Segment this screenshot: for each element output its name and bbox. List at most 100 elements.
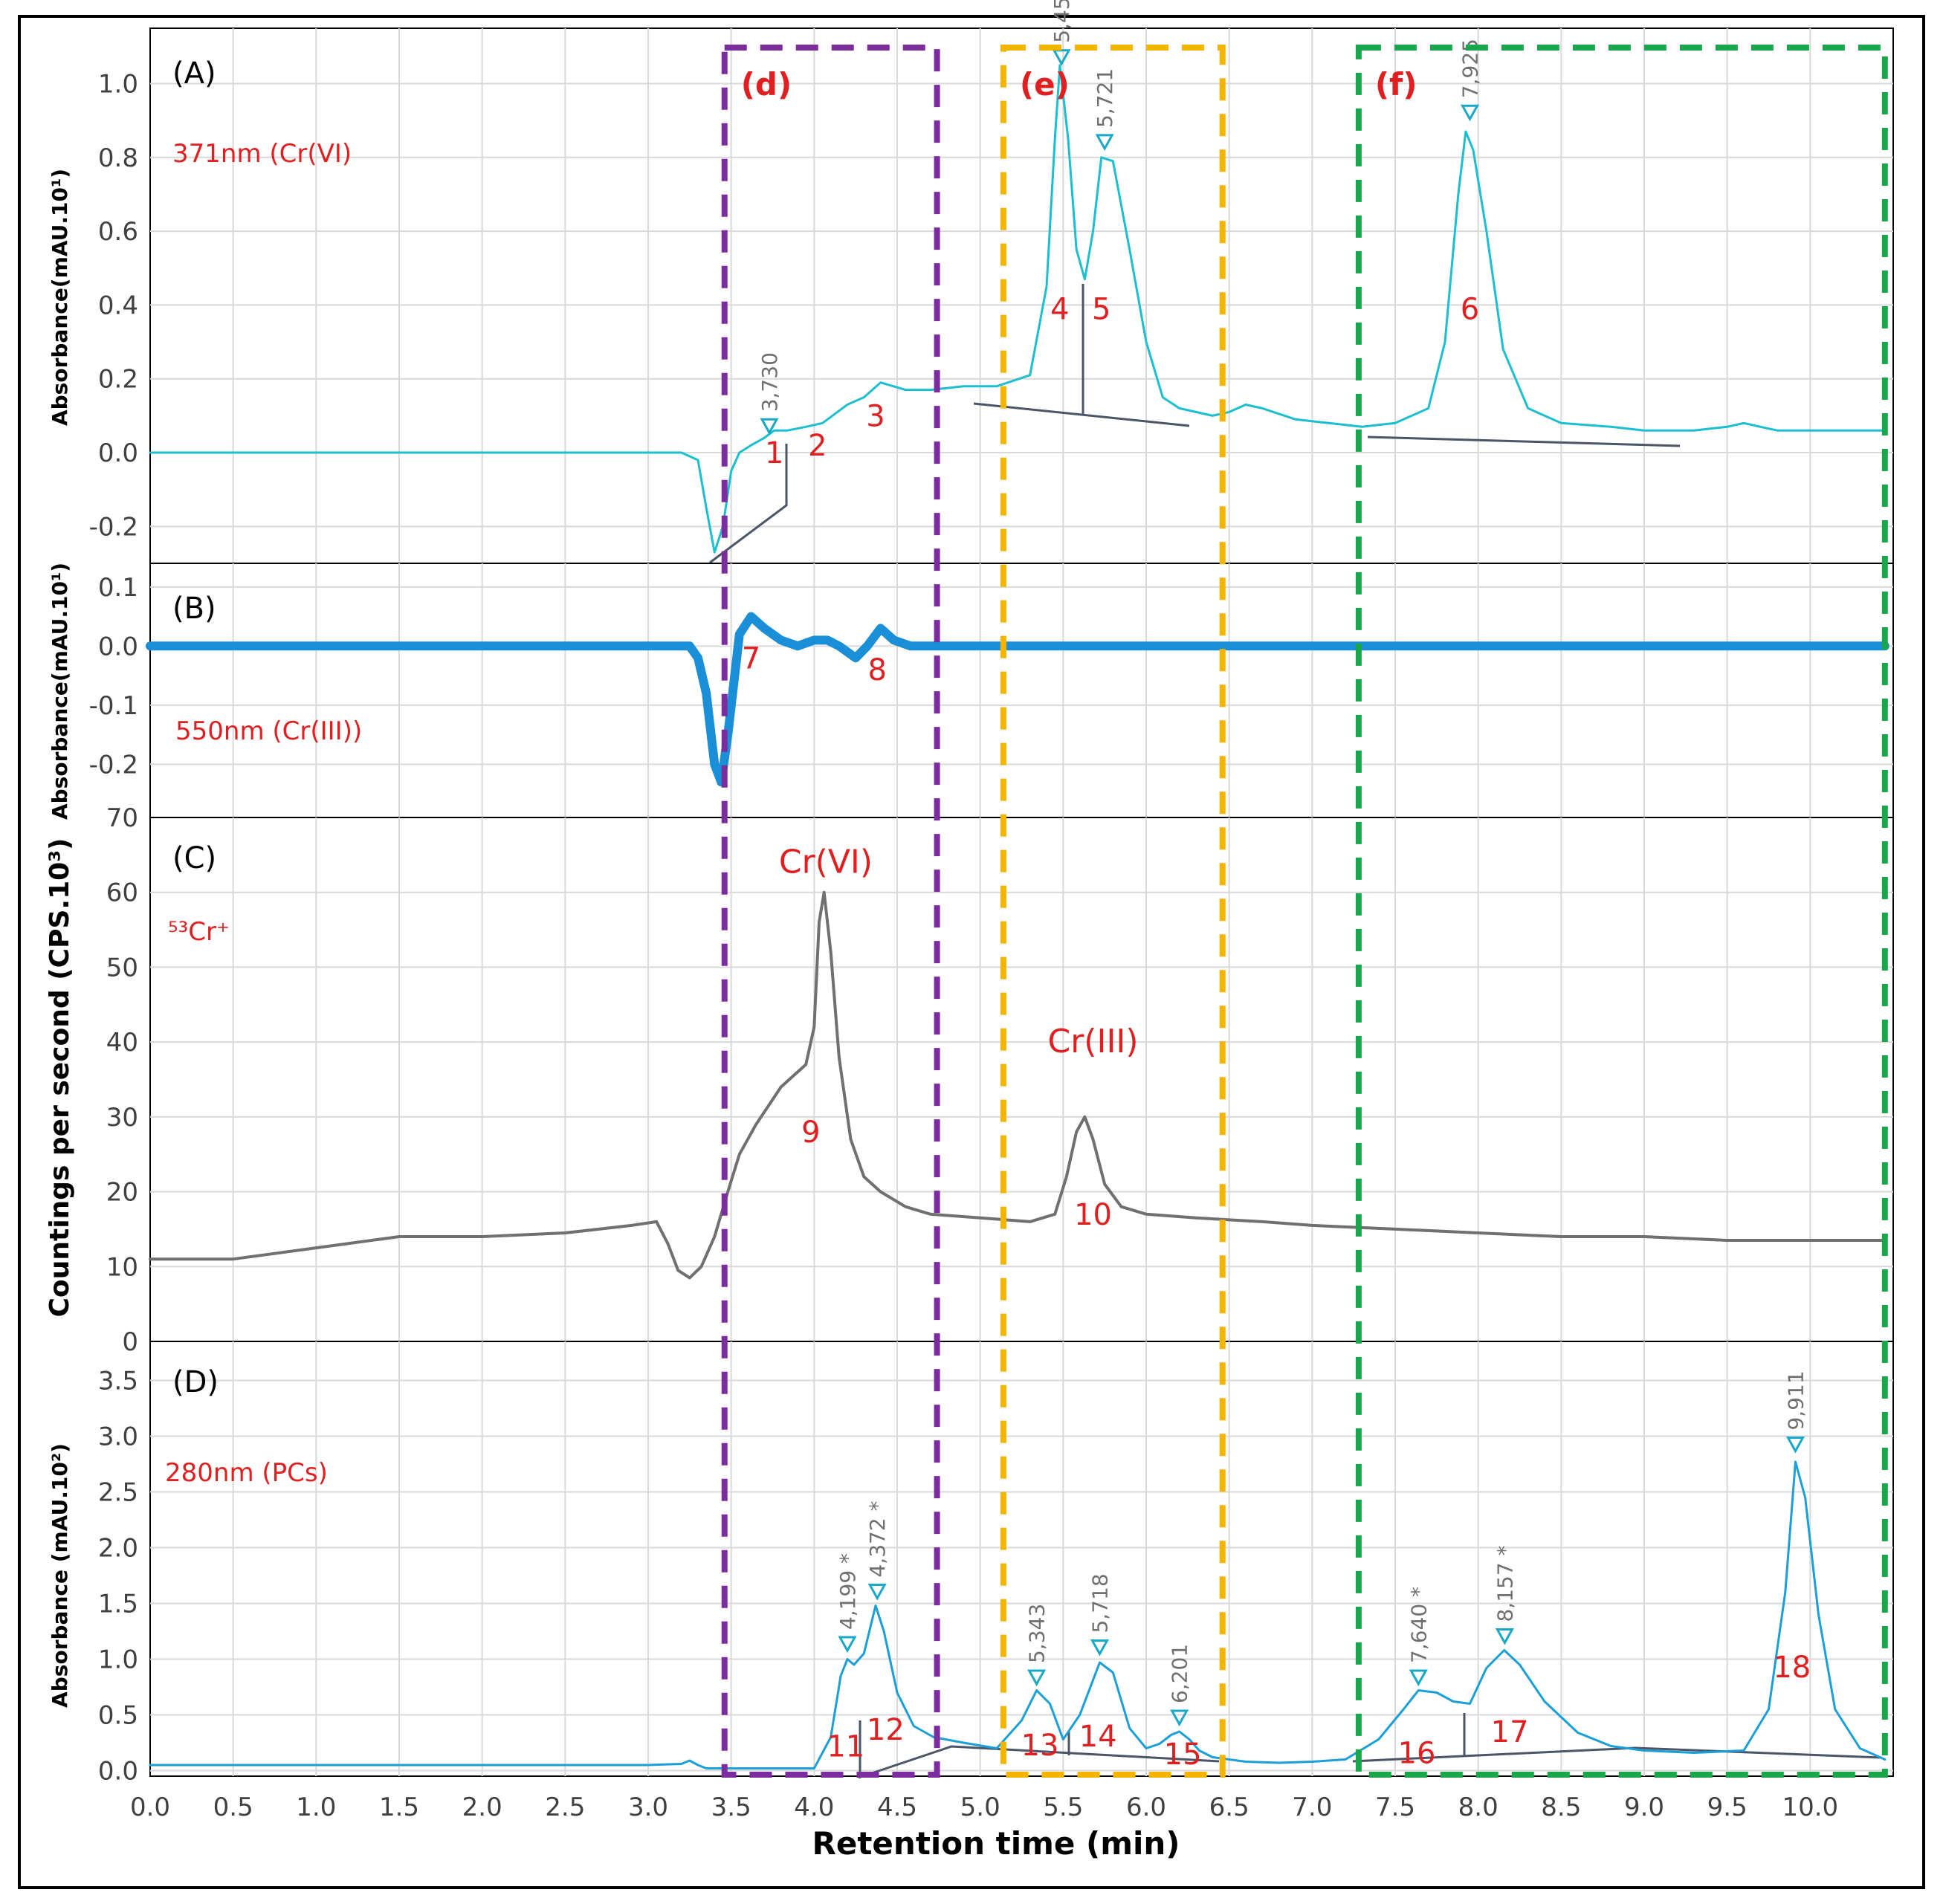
x-tick-label: 0.0 — [130, 1793, 170, 1822]
x-tick-label: 6.0 — [1126, 1793, 1166, 1822]
peak-number-label: 2 — [808, 429, 827, 463]
baseline-a4 — [1367, 435, 1681, 447]
baseline-a1 — [709, 444, 788, 564]
retention-time-label: 4,372 * — [865, 1500, 890, 1577]
panel-a-letter: (A) — [172, 56, 216, 91]
x-tick-label: 3.5 — [711, 1793, 751, 1822]
x-tick-label: 0.5 — [213, 1793, 253, 1822]
panel-c-isotope-note: ⁵³Cr⁺ — [168, 917, 230, 947]
peak-number-label: 6 — [1461, 292, 1479, 326]
highlight-region-box — [721, 45, 940, 1778]
panel-d-ylabel: Absorbance (mAU.10²) — [48, 1443, 72, 1708]
peak-number-label: 14 — [1079, 1720, 1117, 1754]
panel-c-border — [149, 817, 1894, 1342]
peak-number-label: 1 — [765, 436, 783, 470]
y-tick-label: 0.0 — [98, 632, 138, 661]
baseline-d1 — [858, 1745, 1220, 1779]
y-tick-label: 2.5 — [98, 1478, 138, 1508]
peak-marker-triangle — [867, 1584, 887, 1601]
peak-marker-triangle — [1785, 1437, 1805, 1454]
peak-number-label: 5 — [1092, 292, 1110, 326]
peak-marker-triangle — [1095, 134, 1114, 152]
highlight-region-label: (e) — [1020, 66, 1070, 103]
panel-d-border — [149, 1341, 1894, 1777]
x-tick-label: 2.5 — [545, 1793, 585, 1822]
y-tick-label: 0 — [122, 1327, 138, 1357]
y-tick-label: 1.0 — [98, 1645, 138, 1675]
retention-time-label: 8,157 * — [1493, 1545, 1517, 1622]
panel-d-integration-baselines — [858, 1713, 1881, 1779]
x-tick-label: 7.0 — [1292, 1793, 1332, 1822]
x-tick-label: 9.5 — [1707, 1793, 1748, 1822]
retention-time-label: 9,911 — [1783, 1370, 1808, 1430]
figure-frame — [18, 15, 1925, 1889]
panel-d-trace — [149, 1460, 1887, 1769]
y-tick-label: 0.8 — [98, 143, 138, 173]
peak-marker-triangle — [760, 418, 779, 435]
x-tick-label: 4.0 — [794, 1793, 834, 1822]
y-tick-label: 0.0 — [98, 1757, 138, 1787]
peak-number-label: 3 — [866, 399, 885, 433]
y-tick-label: 0.6 — [98, 217, 138, 247]
y-tick-label: 0.5 — [98, 1701, 138, 1731]
peak-number-label: 11 — [827, 1730, 864, 1764]
baseline-d4 — [1352, 1746, 1881, 1763]
highlight-region-box — [1355, 45, 1888, 1778]
retention-time-label: 5,453 — [1050, 0, 1074, 43]
panel-b-ylabel: Absorbance(mAU.10¹) — [48, 563, 72, 820]
highlight-region-label: (d) — [741, 66, 792, 103]
y-tick-label: 60 — [106, 878, 138, 908]
retention-time-label: 7,640 * — [1406, 1587, 1431, 1663]
panel-b-trace — [146, 612, 1889, 787]
retention-time-label: 5,343 — [1025, 1604, 1050, 1663]
peak-number-label: 16 — [1398, 1737, 1436, 1771]
y-tick-label: 0.0 — [98, 438, 138, 468]
panel-b-wavelength-note: 550nm (Cr(III)) — [175, 716, 362, 746]
x-tick-label: 8.5 — [1541, 1793, 1581, 1822]
peak-marker-triangle — [1460, 104, 1480, 122]
panel-a-ylabel: Absorbance(mAU.10¹) — [48, 169, 72, 426]
x-tick-label: 7.5 — [1375, 1793, 1415, 1822]
panel-b-letter: (B) — [172, 592, 216, 626]
panel-c-ylabel: Countings per second (CPS.10³) — [45, 838, 75, 1318]
x-tick-label: 5.5 — [1043, 1793, 1083, 1822]
panel-a-trace — [149, 64, 1887, 554]
retention-time-label: 3,730 — [757, 352, 782, 412]
peak-number-label: 7 — [742, 641, 760, 676]
panel-a: -0.2 0.0 0.2 0.4 0.6 0.8 1.0 Absorbance(mAU.10… — [48, 0, 1894, 564]
peak-number-label: 17 — [1491, 1715, 1529, 1749]
retention-time-label: 4,199 * — [835, 1553, 860, 1630]
highlight-region-box — [1000, 45, 1226, 1778]
x-tick-label: 4.5 — [877, 1793, 917, 1822]
panel-d-wavelength-note: 280nm (PCs) — [165, 1458, 328, 1488]
x-tick-label: 5.0 — [960, 1793, 1000, 1822]
panel-a-wavelength-note: 371nm (Cr(VI) — [172, 139, 352, 169]
peak-marker-triangle — [1170, 1709, 1189, 1727]
y-tick-label: 0.4 — [98, 291, 138, 320]
peak-marker-triangle — [1409, 1669, 1428, 1687]
x-axis-label: Retention time (min) — [812, 1825, 1180, 1862]
peak-number-label: 15 — [1164, 1738, 1202, 1772]
y-tick-label: -0.1 — [89, 691, 138, 721]
panel-a-integration-baselines — [709, 284, 1681, 564]
baseline-a2 — [973, 402, 1190, 427]
y-tick-label: 1.0 — [98, 69, 138, 99]
y-tick-label: 2.0 — [98, 1534, 138, 1564]
panel-b-border — [149, 563, 1894, 818]
y-tick-label: 50 — [106, 953, 138, 982]
y-tick-label: 0.1 — [98, 573, 138, 603]
x-tick-label: 3.0 — [628, 1793, 668, 1822]
panel-b: -0.2 -0.1 0.0 0.1 Absorbance(mAU.10¹) (B) 5… — [48, 563, 1894, 820]
peak-number-label: 13 — [1021, 1729, 1059, 1763]
highlight-region-label: (f) — [1375, 66, 1417, 103]
peak-number-label: 12 — [867, 1713, 905, 1747]
y-tick-label: 1.5 — [98, 1590, 138, 1619]
retention-time-label: 5,721 — [1093, 68, 1117, 128]
panel-c: 0 10 20 30 40 50 60 70 Countings per second (CP… — [45, 803, 1894, 1357]
peak-marker-triangle — [1052, 49, 1071, 66]
panel-d: 0.0 0.5 1.0 1.5 2.0 2.5 3.0 3.5 Absorbance (mAU… — [48, 1341, 1894, 1787]
y-tick-label: 40 — [106, 1028, 138, 1058]
x-tick-label: 9.0 — [1624, 1793, 1664, 1822]
panel-c-letter: (C) — [172, 841, 216, 875]
peak-marker-triangle — [1495, 1628, 1514, 1645]
